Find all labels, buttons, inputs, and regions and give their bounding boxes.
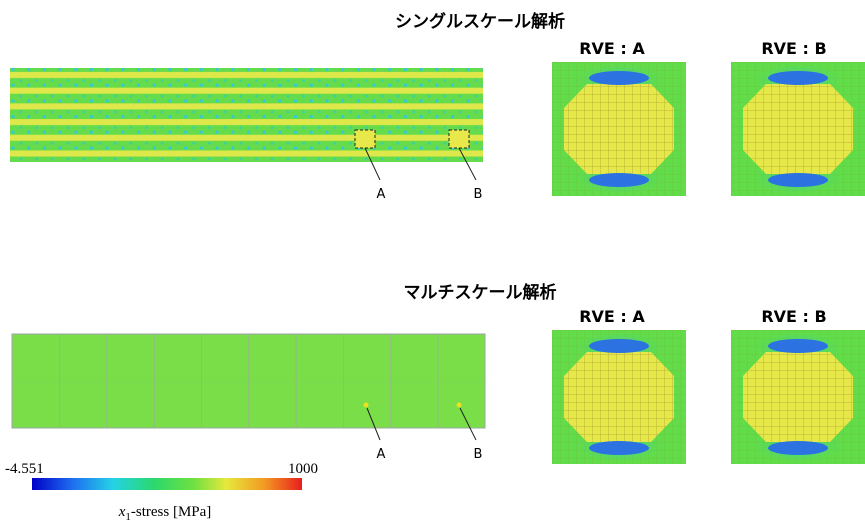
rve-label: RVE : A bbox=[579, 307, 645, 326]
point-label: A bbox=[377, 447, 386, 462]
rve-image bbox=[552, 62, 686, 196]
rve-label: RVE : B bbox=[761, 39, 826, 58]
figure: シングルスケール解析 A B RVE : A RVE : B マルチスケール解析… bbox=[0, 0, 865, 527]
label-rest: -stress [MPa] bbox=[131, 504, 211, 520]
point-a bbox=[364, 403, 369, 408]
colorbar-min: -4.551 bbox=[5, 461, 44, 477]
point-label: B bbox=[474, 187, 483, 202]
colorbar-label: x1-stress [MPa] bbox=[118, 504, 212, 523]
rve-image bbox=[731, 62, 865, 196]
section-title: マルチスケール解析 bbox=[404, 282, 557, 303]
beam-multi bbox=[12, 334, 485, 428]
rve-label: RVE : A bbox=[579, 39, 645, 58]
rve-image bbox=[552, 330, 686, 464]
rve-image bbox=[731, 330, 865, 464]
region-b bbox=[449, 130, 469, 148]
beam-single bbox=[10, 68, 483, 162]
rve-label: RVE : B bbox=[761, 307, 826, 326]
region-a bbox=[355, 130, 375, 148]
point-label: A bbox=[377, 187, 386, 202]
point-b bbox=[457, 403, 462, 408]
colorbar-max: 1000 bbox=[288, 461, 318, 477]
section-title: シングルスケール解析 bbox=[395, 11, 565, 32]
point-label: B bbox=[474, 447, 483, 462]
colorbar bbox=[32, 478, 302, 490]
